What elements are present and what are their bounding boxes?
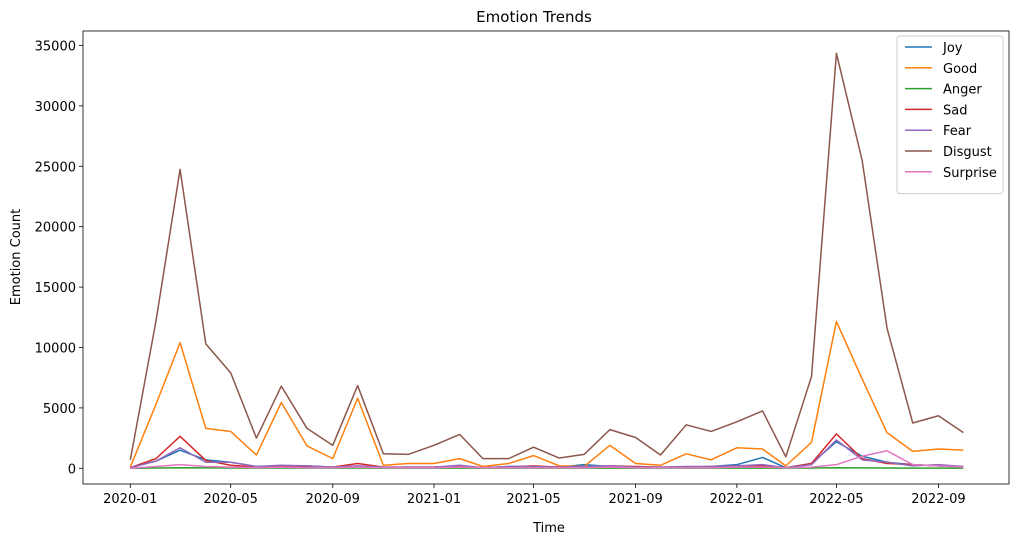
x-tick-label: 2022-01 bbox=[710, 492, 764, 507]
legend-label-good: Good bbox=[943, 62, 977, 77]
axes-frame bbox=[82, 30, 1010, 485]
y-tick-label: 20000 bbox=[35, 221, 76, 236]
series-line-fear bbox=[130, 439, 964, 469]
legend-label-fear: Fear bbox=[943, 124, 972, 139]
y-tick-label: 5000 bbox=[43, 402, 76, 417]
legend-label-sad: Sad bbox=[943, 103, 967, 118]
series-line-good bbox=[129, 320, 964, 468]
legend-label-anger: Anger bbox=[943, 83, 982, 98]
x-tick-label: 2021-09 bbox=[608, 492, 662, 507]
x-tick-label: 2020-09 bbox=[306, 492, 360, 507]
legend: Joy Good Anger Sad Fear Disgust Surprise bbox=[896, 35, 1004, 195]
legend-label-surprise: Surprise bbox=[943, 166, 997, 181]
x-tick-label: 2020-01 bbox=[103, 492, 157, 507]
x-tick-label: 2021-01 bbox=[407, 492, 461, 507]
x-axis-title: Time bbox=[532, 521, 565, 536]
series-line-sad bbox=[130, 433, 964, 469]
plot-area bbox=[129, 52, 964, 470]
y-tick-label: 25000 bbox=[35, 160, 76, 175]
x-tick-label: 2021-05 bbox=[506, 492, 560, 507]
y-tick-label: 10000 bbox=[35, 341, 76, 356]
series-line-disgust bbox=[129, 52, 964, 460]
y-tick-label: 0 bbox=[68, 462, 76, 477]
y-tick-label: 15000 bbox=[35, 281, 76, 296]
legend-box bbox=[896, 35, 1004, 195]
y-tick-label: 30000 bbox=[35, 100, 76, 115]
axes: 2020-01 2020-05 2020-09 2021-01 2021-05 2021-… bbox=[35, 30, 1010, 507]
x-tick-label: 2020-05 bbox=[204, 492, 258, 507]
x-tick-label: 2022-05 bbox=[809, 492, 863, 507]
legend-label-joy: Joy bbox=[942, 41, 963, 56]
series-line-surprise bbox=[130, 450, 964, 470]
y-tick-label: 35000 bbox=[35, 39, 76, 54]
legend-label-disgust: Disgust bbox=[943, 145, 992, 160]
chart-title: Emotion Trends bbox=[476, 8, 592, 26]
y-axis-title: Emotion Count bbox=[9, 209, 24, 305]
x-tick-label: 2022-09 bbox=[911, 492, 965, 507]
